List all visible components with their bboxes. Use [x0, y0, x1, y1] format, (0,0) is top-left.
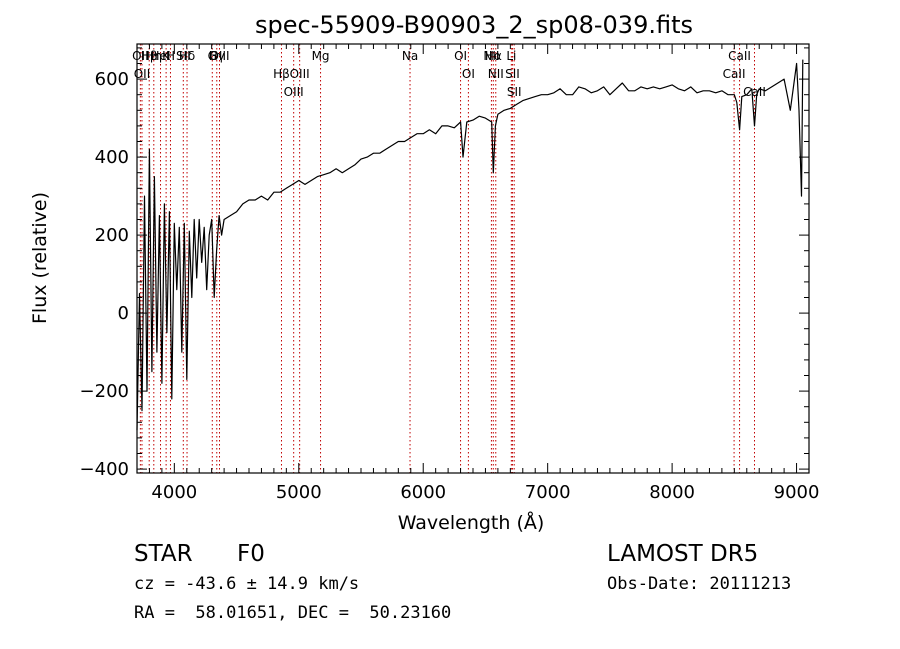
subclass: F0	[237, 541, 265, 567]
line-marker-label-13: OIII	[284, 85, 304, 99]
line-marker-label-9: OIII	[209, 49, 229, 63]
plot-frame	[136, 43, 810, 474]
y-tick-label-3: 200	[95, 225, 129, 246]
line-marker-label-19: Hα	[485, 49, 502, 63]
x-tick-label-4: 8000	[649, 482, 695, 503]
line-marker-label-16: Na	[402, 49, 418, 63]
line-marker-label-26: CaII	[723, 67, 746, 81]
y-tick-label-2: 0	[118, 303, 129, 324]
line-marker-label-22: SII	[505, 67, 520, 81]
line-marker-label-25: CaII	[728, 49, 751, 63]
line-marker-label-21: NII	[488, 67, 504, 81]
line-marker-label-12: OIII	[290, 67, 310, 81]
line-marker-label-1: OII	[132, 49, 149, 63]
line-marker-label-11: G	[208, 49, 217, 63]
line-marker-label-0: Hβ	[141, 49, 158, 63]
line-marker-label-10: Hγ	[209, 49, 225, 63]
y-tick-label-5: 600	[95, 69, 129, 90]
line-marker-label-20: NII	[483, 49, 499, 63]
y-tick-label-4: 400	[95, 147, 129, 168]
spectrum-series	[136, 59, 804, 431]
x-tick-label-3: 7000	[525, 482, 571, 503]
obs-date: Obs-Date: 20111213	[607, 574, 792, 594]
redshift-line: cz = -43.6 ± 14.9 km/s	[134, 574, 360, 594]
x-tick-label-5: 9000	[774, 482, 820, 503]
x-axis-label: Wavelength (Å)	[398, 511, 545, 534]
x-tick-label-0: 4000	[151, 482, 197, 503]
x-tick-label-2: 6000	[400, 482, 446, 503]
line-marker-label-27: CaII	[743, 85, 766, 99]
line-marker-label-14: Hβ	[273, 67, 290, 81]
line-marker-label-17: OI	[454, 49, 467, 63]
y-tick-label-1: −200	[80, 381, 129, 402]
line-marker-label-24: Li	[506, 49, 516, 63]
y-axis-label: Flux (relative)	[29, 192, 51, 324]
line-marker-label-5: HeI	[151, 49, 171, 63]
coordinates: RA = 58.01651, DEC = 50.23160	[134, 603, 452, 623]
axis-tick-labels: 4000 5000 6000 7000 8000 9000 −400 −200 0 200 400 6…	[80, 69, 820, 503]
y-tick-label-0: −400	[80, 459, 129, 480]
line-marker-label-4: K	[162, 49, 171, 63]
line-marker-label-6: H	[166, 49, 175, 63]
line-marker-label-2: OII	[134, 67, 151, 81]
line-marker-label-15: Mg	[312, 49, 330, 63]
axis-ticks	[136, 44, 810, 473]
survey-name: LAMOST DR5	[607, 541, 759, 567]
line-marker-label-18: OI	[462, 67, 475, 81]
spectrum-line-0	[136, 59, 804, 431]
line-marker-label-23: SII	[507, 85, 522, 99]
line-marker-label-3: Hη	[145, 49, 162, 63]
line-marker-label-8: SII	[176, 49, 191, 63]
x-tick-label-1: 5000	[276, 482, 322, 503]
line-markers	[139, 44, 755, 473]
object-class: STAR	[134, 541, 193, 567]
chart-title: spec-55909-B90903_2_sp08-039.fits	[255, 11, 693, 39]
line-marker-label-7: Hδ	[179, 49, 195, 63]
